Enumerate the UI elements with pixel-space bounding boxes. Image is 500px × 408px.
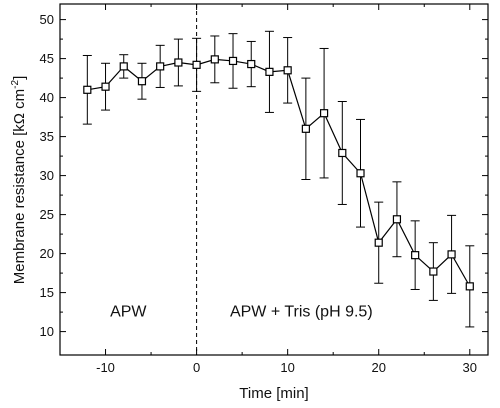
data-point: [101, 82, 110, 91]
x-tick-label: -10: [96, 360, 115, 375]
x-axis-title: Time [min]: [239, 385, 308, 402]
x-tick-labels: -10 0 10 20 30: [96, 360, 477, 375]
y-axis-title-close: ]: [11, 76, 28, 80]
data-point: [447, 250, 456, 259]
x-tick-label: 30: [463, 360, 477, 375]
data-point: [374, 238, 383, 247]
data-point: [228, 56, 238, 66]
y-tick-label: 10: [40, 324, 54, 339]
data-markers: [83, 55, 474, 291]
annotation-apw-tris: APW + Tris (pH 9.5): [230, 304, 373, 321]
annotation-apw: APW: [110, 304, 147, 321]
data-point: [392, 215, 402, 224]
y-tick-label: 40: [40, 90, 54, 105]
data-point: [83, 85, 92, 94]
data-point: [465, 282, 474, 291]
data-point: [174, 58, 183, 67]
y-axis-title-sup: -2: [10, 79, 21, 88]
data-point: [156, 62, 165, 71]
x-tick-label: 20: [371, 360, 385, 375]
x-tick-label: 0: [193, 360, 200, 375]
y-tick-labels: 10 15 20 25 30 35 40 45 50: [40, 12, 54, 339]
data-point: [411, 251, 420, 260]
y-axis-title-main: Membrane resistance [kΩ cm: [11, 89, 28, 284]
data-point: [429, 267, 438, 276]
series-line: [87, 58, 471, 287]
data-point: [319, 109, 329, 118]
y-tick-label: 35: [40, 129, 54, 144]
data-point: [265, 67, 274, 76]
data-point: [247, 59, 256, 69]
data-point: [210, 55, 219, 64]
y-tick-label: 50: [40, 12, 54, 27]
data-point: [283, 66, 292, 75]
y-tick-label: 30: [40, 168, 54, 183]
x-tick-label: 10: [280, 360, 294, 375]
y-tick-label: 45: [40, 51, 54, 66]
plot-frame: [59, 3, 489, 356]
y-tick-label: 25: [40, 207, 54, 222]
data-point: [356, 169, 365, 178]
data-point: [338, 148, 347, 158]
data-point: [192, 60, 201, 69]
y-tick-label: 15: [40, 285, 54, 300]
y-tick-label: 20: [40, 246, 54, 261]
axis-ticks: [59, 4, 488, 355]
data-point: [301, 124, 310, 133]
y-axis-title: Membrane resistance [kΩ cm-2]: [10, 76, 28, 285]
data-point: [137, 77, 147, 86]
error-bars: [82, 30, 475, 328]
data-point: [119, 62, 128, 71]
